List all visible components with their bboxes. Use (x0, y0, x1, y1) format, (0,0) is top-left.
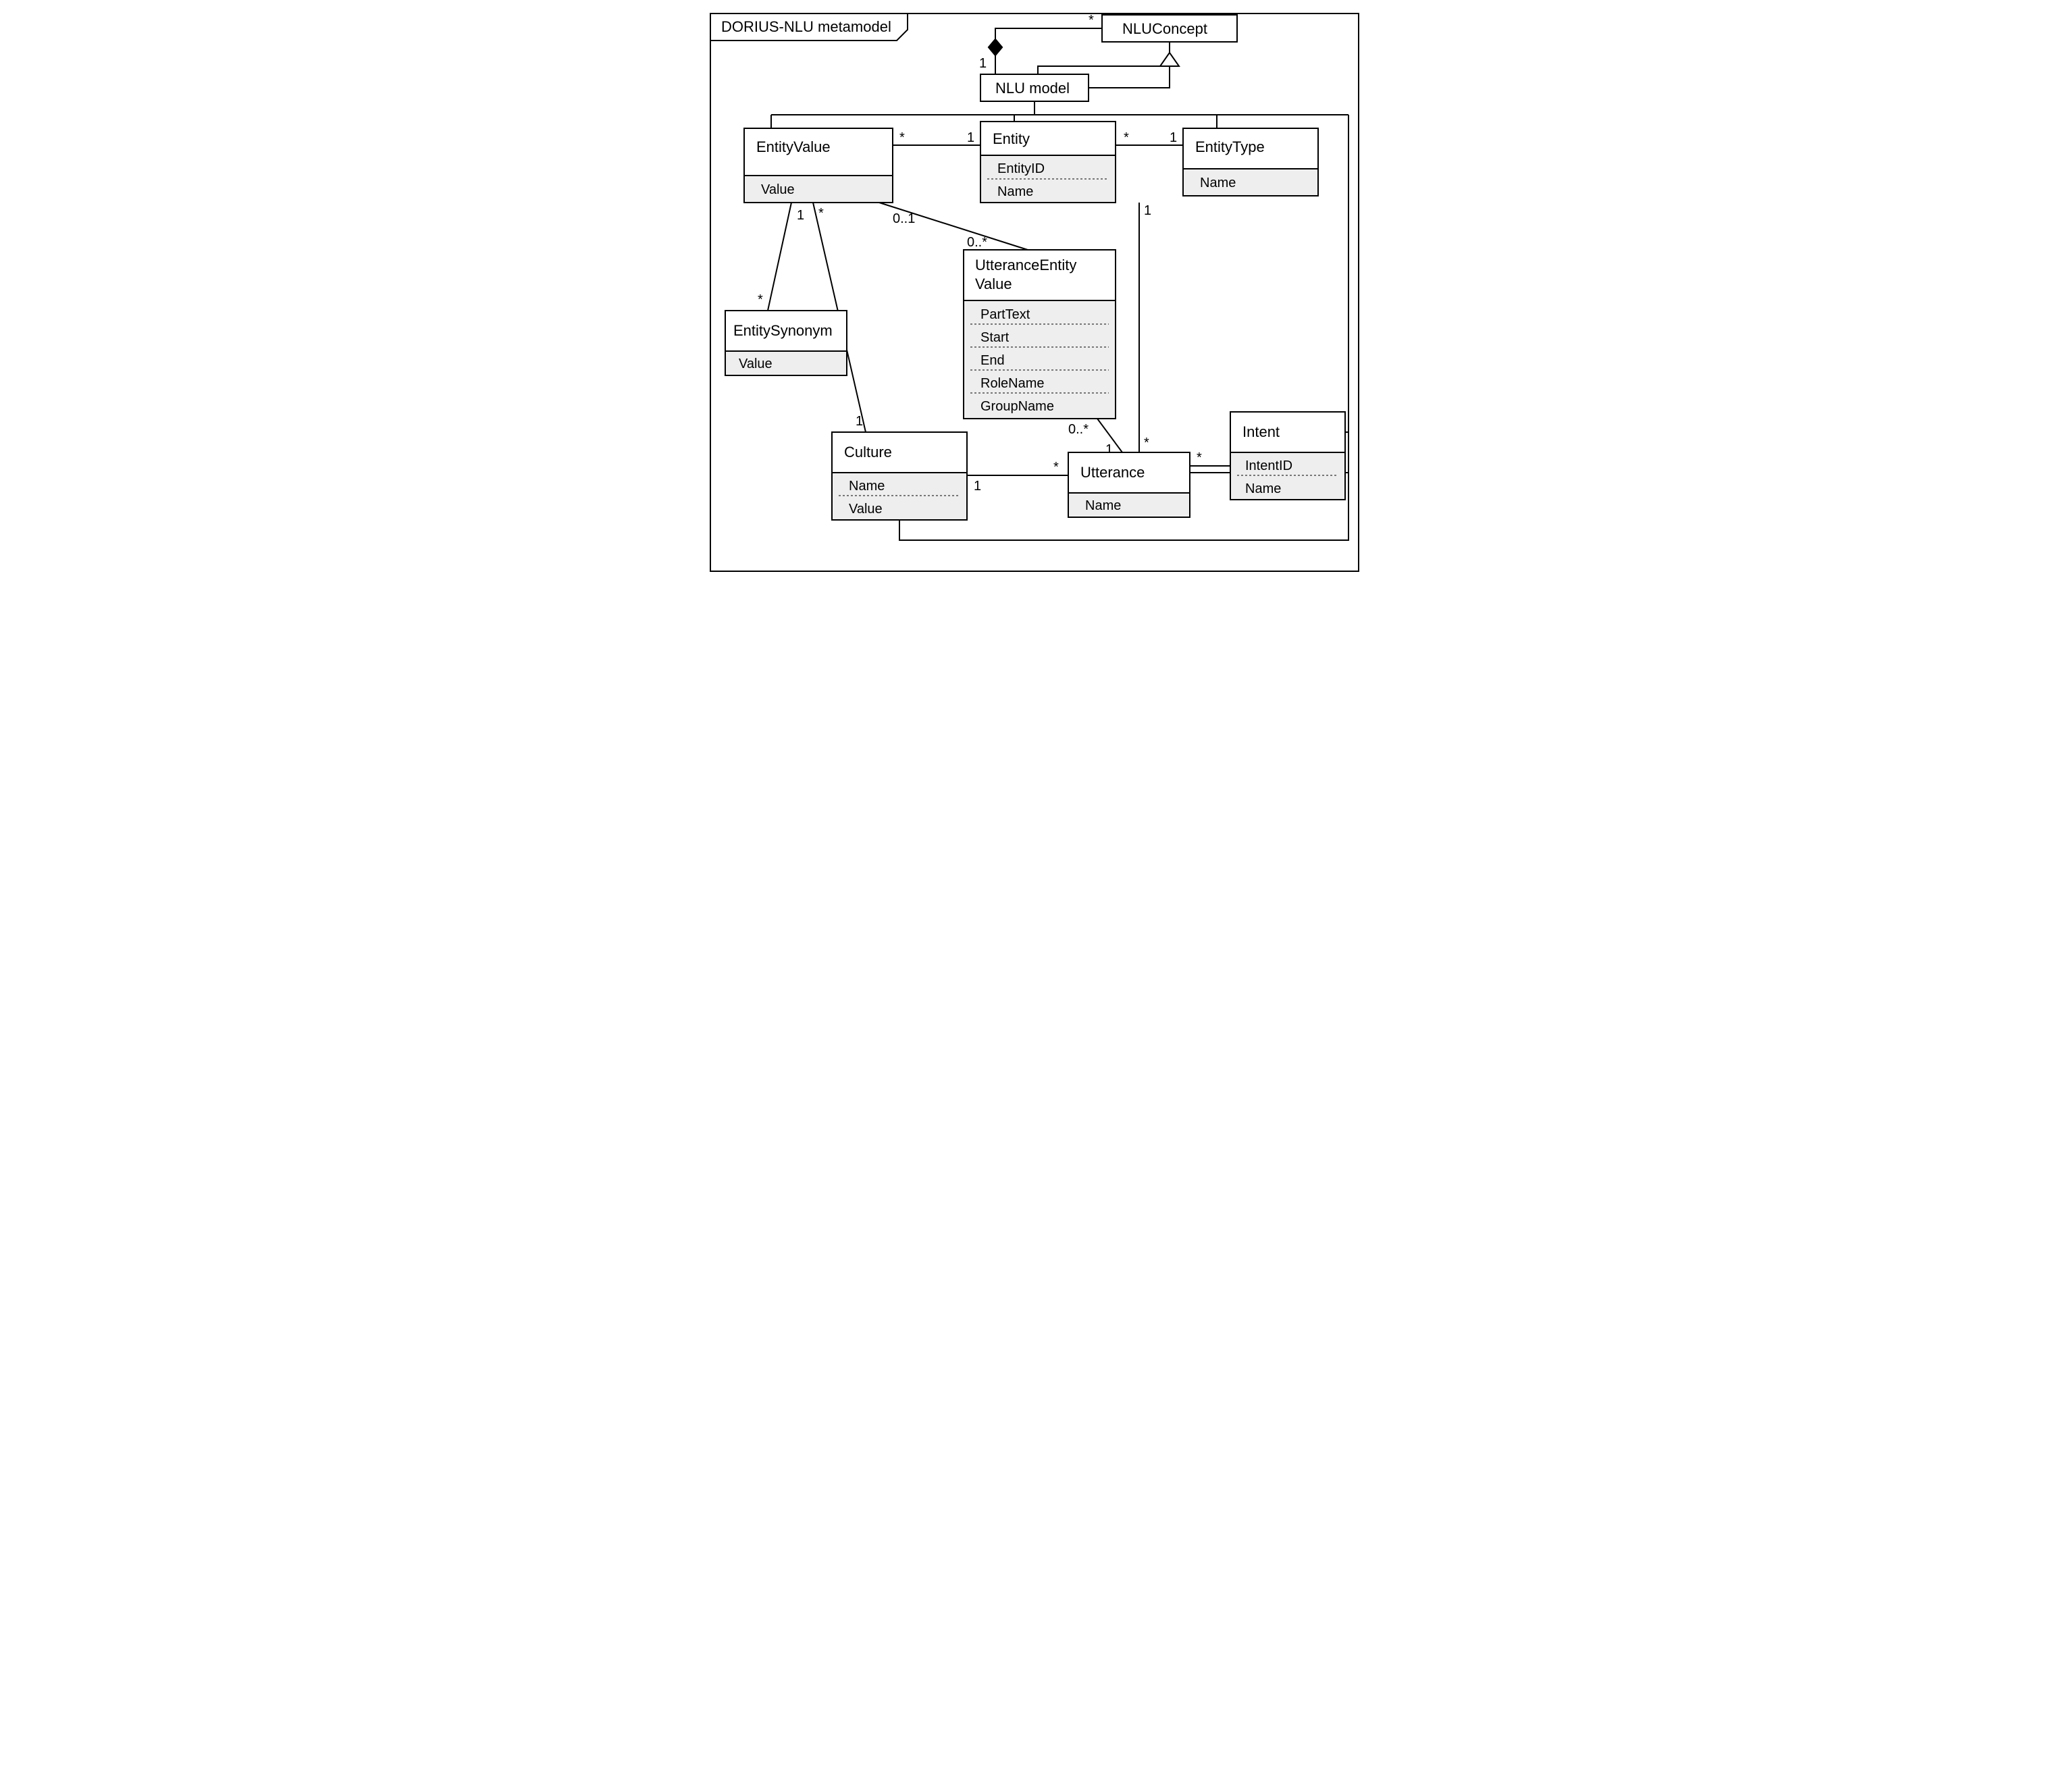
class-uev-attr-2: End (980, 353, 1005, 368)
class-entitytype-name: EntityType (1195, 138, 1265, 155)
mult-ev-entity-star: * (899, 130, 905, 145)
class-intent-attr-0: IntentID (1245, 458, 1292, 473)
mult-cul-utt-1: 1 (974, 479, 981, 494)
class-nlumodel-name: NLU model (995, 80, 1070, 97)
class-culture-attr-0: Name (849, 479, 885, 494)
class-uev-name-line2: Value (975, 275, 1012, 292)
mult-ent-et-star: * (1124, 130, 1129, 145)
mult-uev-utt-0s: 0..* (1068, 422, 1089, 437)
mult-cul-utt-star: * (1053, 460, 1059, 475)
mult-cul-ev-star: * (818, 206, 824, 221)
class-entity-name: Entity (993, 130, 1030, 147)
mult-ev-uev-0s: 0..* (967, 235, 987, 250)
mult-ent-utt-1: 1 (1144, 203, 1151, 218)
class-uev-name-line1: UtteranceEntity (975, 257, 1076, 273)
class-entitysynonym-name: EntitySynonym (733, 322, 833, 339)
mult-ev-syn-1: 1 (797, 208, 804, 223)
mult-ev-entity-1: 1 (967, 130, 974, 145)
class-utterance-attr-0: Name (1085, 498, 1121, 513)
class-uev: UtteranceEntity Value PartText Start End… (964, 250, 1116, 419)
class-entitysynonym: EntitySynonym Value (725, 311, 847, 375)
class-nluconcept: NLUConcept (1102, 15, 1237, 42)
mult-utt-int-star: * (1197, 450, 1202, 465)
class-culture: Culture Name Value (832, 432, 967, 520)
class-uev-attr-0: PartText (980, 307, 1030, 322)
class-intent-attr-1: Name (1245, 481, 1281, 496)
class-entitytype: EntityType Name (1183, 128, 1318, 196)
class-utterance: Utterance Name (1068, 452, 1190, 517)
class-entityvalue-attr-0: Value (761, 182, 795, 197)
class-nluconcept-name: NLUConcept (1122, 20, 1207, 37)
class-uev-attr-1: Start (980, 330, 1010, 345)
uml-diagram: DORIUS-NLU metamodel 1 * (697, 0, 1372, 585)
class-entity-attr-0: EntityID (997, 161, 1045, 176)
class-intent-name: Intent (1242, 423, 1280, 440)
mult-comp-1: 1 (979, 56, 987, 71)
class-entitytype-attr-0: Name (1200, 176, 1236, 190)
class-nlumodel: NLU model (980, 74, 1089, 101)
mult-ent-et-1: 1 (1170, 130, 1177, 145)
class-entityvalue-name: EntityValue (756, 138, 831, 155)
class-entity-attr-1: Name (997, 184, 1033, 199)
class-intent: Intent IntentID Name (1230, 412, 1345, 500)
class-entity: Entity EntityID Name (980, 122, 1116, 203)
mult-comp-star: * (1089, 13, 1094, 28)
package-title: DORIUS-NLU metamodel (721, 18, 891, 35)
mult-cul-ev-1: 1 (856, 414, 863, 429)
class-culture-name: Culture (844, 444, 892, 460)
class-entitysynonym-attr-0: Value (739, 357, 772, 371)
class-uev-attr-3: RoleName (980, 376, 1044, 391)
class-uev-attr-4: GroupName (980, 399, 1054, 414)
mult-ent-utt-star: * (1144, 436, 1149, 450)
class-utterance-name: Utterance (1080, 464, 1145, 481)
class-entityvalue: EntityValue Value (744, 128, 893, 203)
mult-ev-syn-star: * (758, 292, 763, 307)
mult-ev-uev-01: 0..1 (893, 211, 915, 226)
class-culture-attr-1: Value (849, 502, 883, 517)
